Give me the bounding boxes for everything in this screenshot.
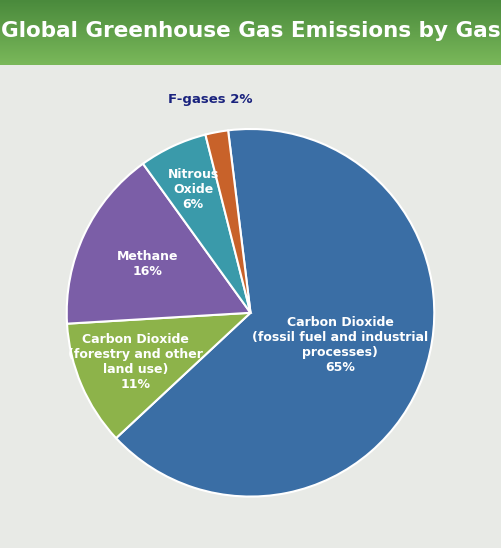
Text: F-gases 2%: F-gases 2% — [168, 93, 253, 106]
Text: Nitrous
Oxide
6%: Nitrous Oxide 6% — [167, 168, 218, 211]
Text: Carbon Dioxide
(forestry and other
land use)
11%: Carbon Dioxide (forestry and other land … — [68, 333, 203, 391]
Wedge shape — [67, 313, 250, 438]
Wedge shape — [143, 135, 250, 313]
Wedge shape — [116, 129, 434, 496]
Wedge shape — [205, 130, 250, 313]
Text: Carbon Dioxide
(fossil fuel and industrial
processes)
65%: Carbon Dioxide (fossil fuel and industri… — [252, 316, 428, 374]
Text: Methane
16%: Methane 16% — [117, 250, 178, 278]
Wedge shape — [67, 164, 250, 324]
Text: Global Greenhouse Gas Emissions by Gas: Global Greenhouse Gas Emissions by Gas — [1, 21, 500, 41]
